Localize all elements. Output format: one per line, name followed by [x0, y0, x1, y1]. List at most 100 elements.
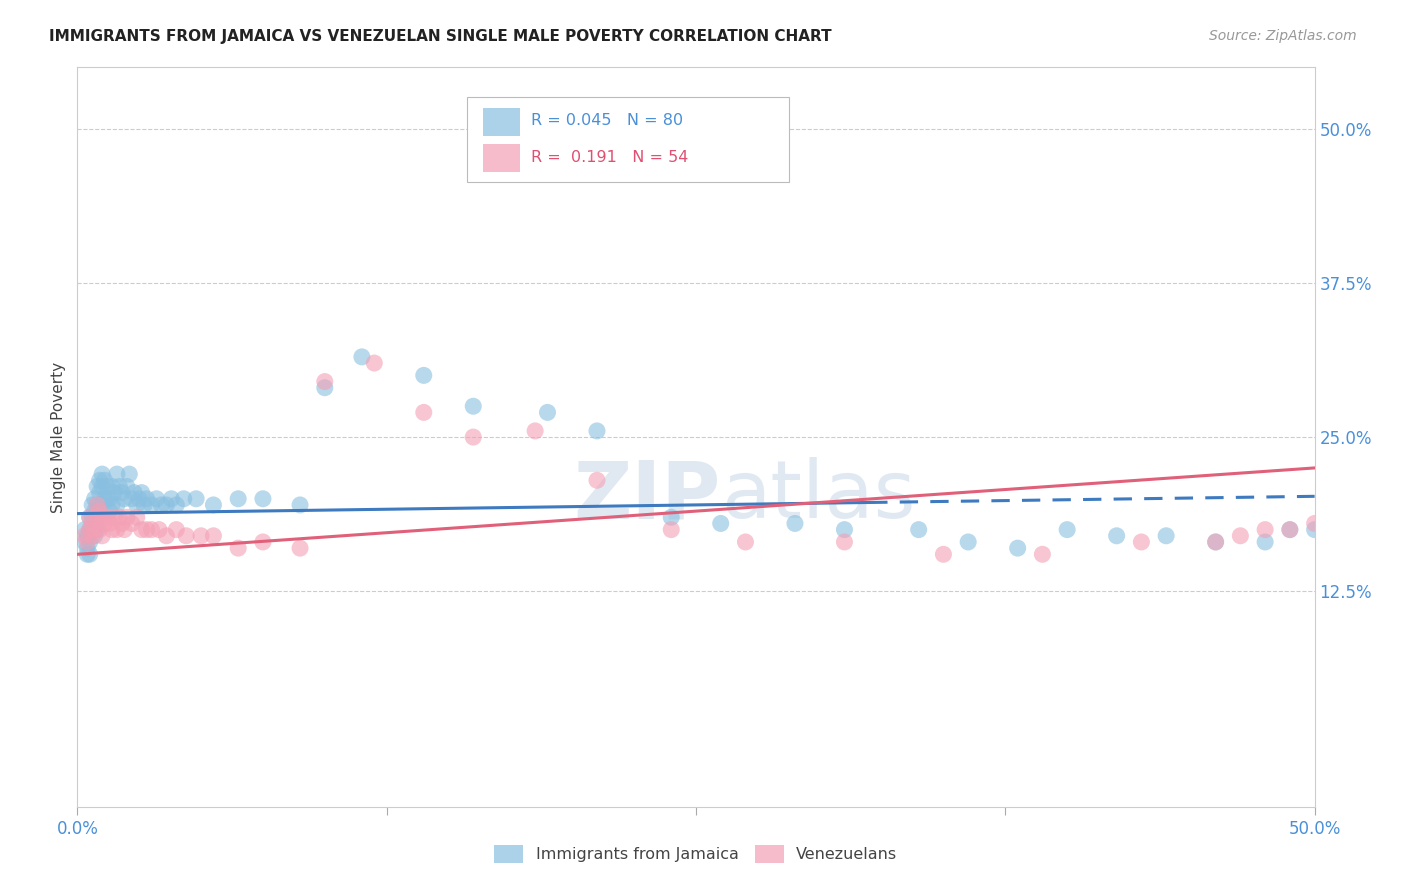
FancyBboxPatch shape: [484, 144, 520, 172]
Immigrants from Jamaica: [76, 547, 98, 561]
Immigrants from Jamaica: [173, 491, 195, 506]
Immigrants from Jamaica: [412, 368, 434, 383]
Immigrants from Jamaica: [79, 535, 101, 549]
Venezuelans: [586, 473, 609, 487]
Immigrants from Jamaica: [83, 491, 105, 506]
Venezuelans: [96, 510, 118, 524]
Immigrants from Jamaica: [160, 491, 183, 506]
Venezuelans: [659, 523, 682, 537]
Immigrants from Jamaica: [73, 523, 96, 537]
Immigrants from Jamaica: [1278, 523, 1301, 537]
Immigrants from Jamaica: [79, 523, 101, 537]
Text: atlas: atlas: [721, 458, 915, 535]
Immigrants from Jamaica: [135, 491, 157, 506]
Venezuelans: [108, 510, 131, 524]
Immigrants from Jamaica: [105, 498, 128, 512]
Immigrants from Jamaica: [89, 504, 111, 518]
Immigrants from Jamaica: [96, 479, 118, 493]
Venezuelans: [1031, 547, 1053, 561]
Venezuelans: [174, 529, 197, 543]
Immigrants from Jamaica: [659, 510, 682, 524]
Immigrants from Jamaica: [121, 491, 143, 506]
Venezuelans: [89, 523, 111, 537]
Venezuelans: [1229, 529, 1251, 543]
Venezuelans: [463, 430, 485, 444]
Immigrants from Jamaica: [93, 491, 115, 506]
Immigrants from Jamaica: [1205, 535, 1227, 549]
Immigrants from Jamaica: [783, 516, 806, 531]
Venezuelans: [89, 504, 111, 518]
Legend: Immigrants from Jamaica, Venezuelans: Immigrants from Jamaica, Venezuelans: [488, 838, 904, 870]
Immigrants from Jamaica: [112, 491, 135, 506]
Venezuelans: [314, 375, 336, 389]
Venezuelans: [103, 510, 125, 524]
Immigrants from Jamaica: [86, 510, 108, 524]
Immigrants from Jamaica: [76, 529, 98, 543]
Venezuelans: [1205, 535, 1227, 549]
Venezuelans: [82, 516, 104, 531]
Immigrants from Jamaica: [1303, 523, 1326, 537]
Venezuelans: [202, 529, 225, 543]
Venezuelans: [79, 523, 101, 537]
Immigrants from Jamaica: [79, 510, 101, 524]
Venezuelans: [76, 535, 98, 549]
Venezuelans: [155, 529, 177, 543]
Immigrants from Jamaica: [122, 485, 145, 500]
Immigrants from Jamaica: [82, 523, 104, 537]
Immigrants from Jamaica: [350, 350, 373, 364]
Venezuelans: [834, 535, 856, 549]
Immigrants from Jamaica: [73, 535, 96, 549]
Immigrants from Jamaica: [710, 516, 733, 531]
Text: ZIP: ZIP: [574, 458, 721, 535]
Venezuelans: [91, 529, 114, 543]
Text: R =  0.191   N = 54: R = 0.191 N = 54: [531, 150, 689, 165]
Venezuelans: [112, 523, 135, 537]
Immigrants from Jamaica: [101, 498, 124, 512]
FancyBboxPatch shape: [484, 108, 520, 136]
Venezuelans: [1303, 516, 1326, 531]
Immigrants from Jamaica: [463, 399, 485, 413]
Immigrants from Jamaica: [184, 491, 207, 506]
Venezuelans: [91, 510, 114, 524]
Venezuelans: [148, 523, 170, 537]
Immigrants from Jamaica: [86, 498, 108, 512]
Text: Source: ZipAtlas.com: Source: ZipAtlas.com: [1209, 29, 1357, 43]
Immigrants from Jamaica: [1056, 523, 1078, 537]
Venezuelans: [125, 510, 148, 524]
Immigrants from Jamaica: [202, 498, 225, 512]
Venezuelans: [165, 523, 187, 537]
Venezuelans: [121, 516, 143, 531]
Text: IMMIGRANTS FROM JAMAICA VS VENEZUELAN SINGLE MALE POVERTY CORRELATION CHART: IMMIGRANTS FROM JAMAICA VS VENEZUELAN SI…: [49, 29, 832, 44]
Immigrants from Jamaica: [101, 479, 124, 493]
Immigrants from Jamaica: [586, 424, 609, 438]
Venezuelans: [135, 523, 157, 537]
Immigrants from Jamaica: [83, 504, 105, 518]
Immigrants from Jamaica: [89, 473, 111, 487]
Immigrants from Jamaica: [83, 529, 105, 543]
Venezuelans: [82, 529, 104, 543]
Venezuelans: [1254, 523, 1277, 537]
Immigrants from Jamaica: [98, 491, 121, 506]
Immigrants from Jamaica: [115, 479, 138, 493]
Immigrants from Jamaica: [226, 491, 249, 506]
Venezuelans: [101, 523, 124, 537]
Immigrants from Jamaica: [91, 498, 114, 512]
Immigrants from Jamaica: [98, 504, 121, 518]
Immigrants from Jamaica: [145, 491, 167, 506]
Immigrants from Jamaica: [108, 479, 131, 493]
Immigrants from Jamaica: [252, 491, 274, 506]
Immigrants from Jamaica: [82, 498, 104, 512]
Venezuelans: [412, 405, 434, 419]
Venezuelans: [131, 523, 153, 537]
Immigrants from Jamaica: [128, 491, 150, 506]
Immigrants from Jamaica: [118, 467, 141, 482]
Immigrants from Jamaica: [93, 473, 115, 487]
Immigrants from Jamaica: [103, 485, 125, 500]
Immigrants from Jamaica: [111, 485, 134, 500]
FancyBboxPatch shape: [467, 96, 789, 182]
Venezuelans: [79, 510, 101, 524]
Immigrants from Jamaica: [134, 498, 156, 512]
Immigrants from Jamaica: [82, 510, 104, 524]
Y-axis label: Single Male Poverty: Single Male Poverty: [51, 361, 66, 513]
Venezuelans: [226, 541, 249, 555]
